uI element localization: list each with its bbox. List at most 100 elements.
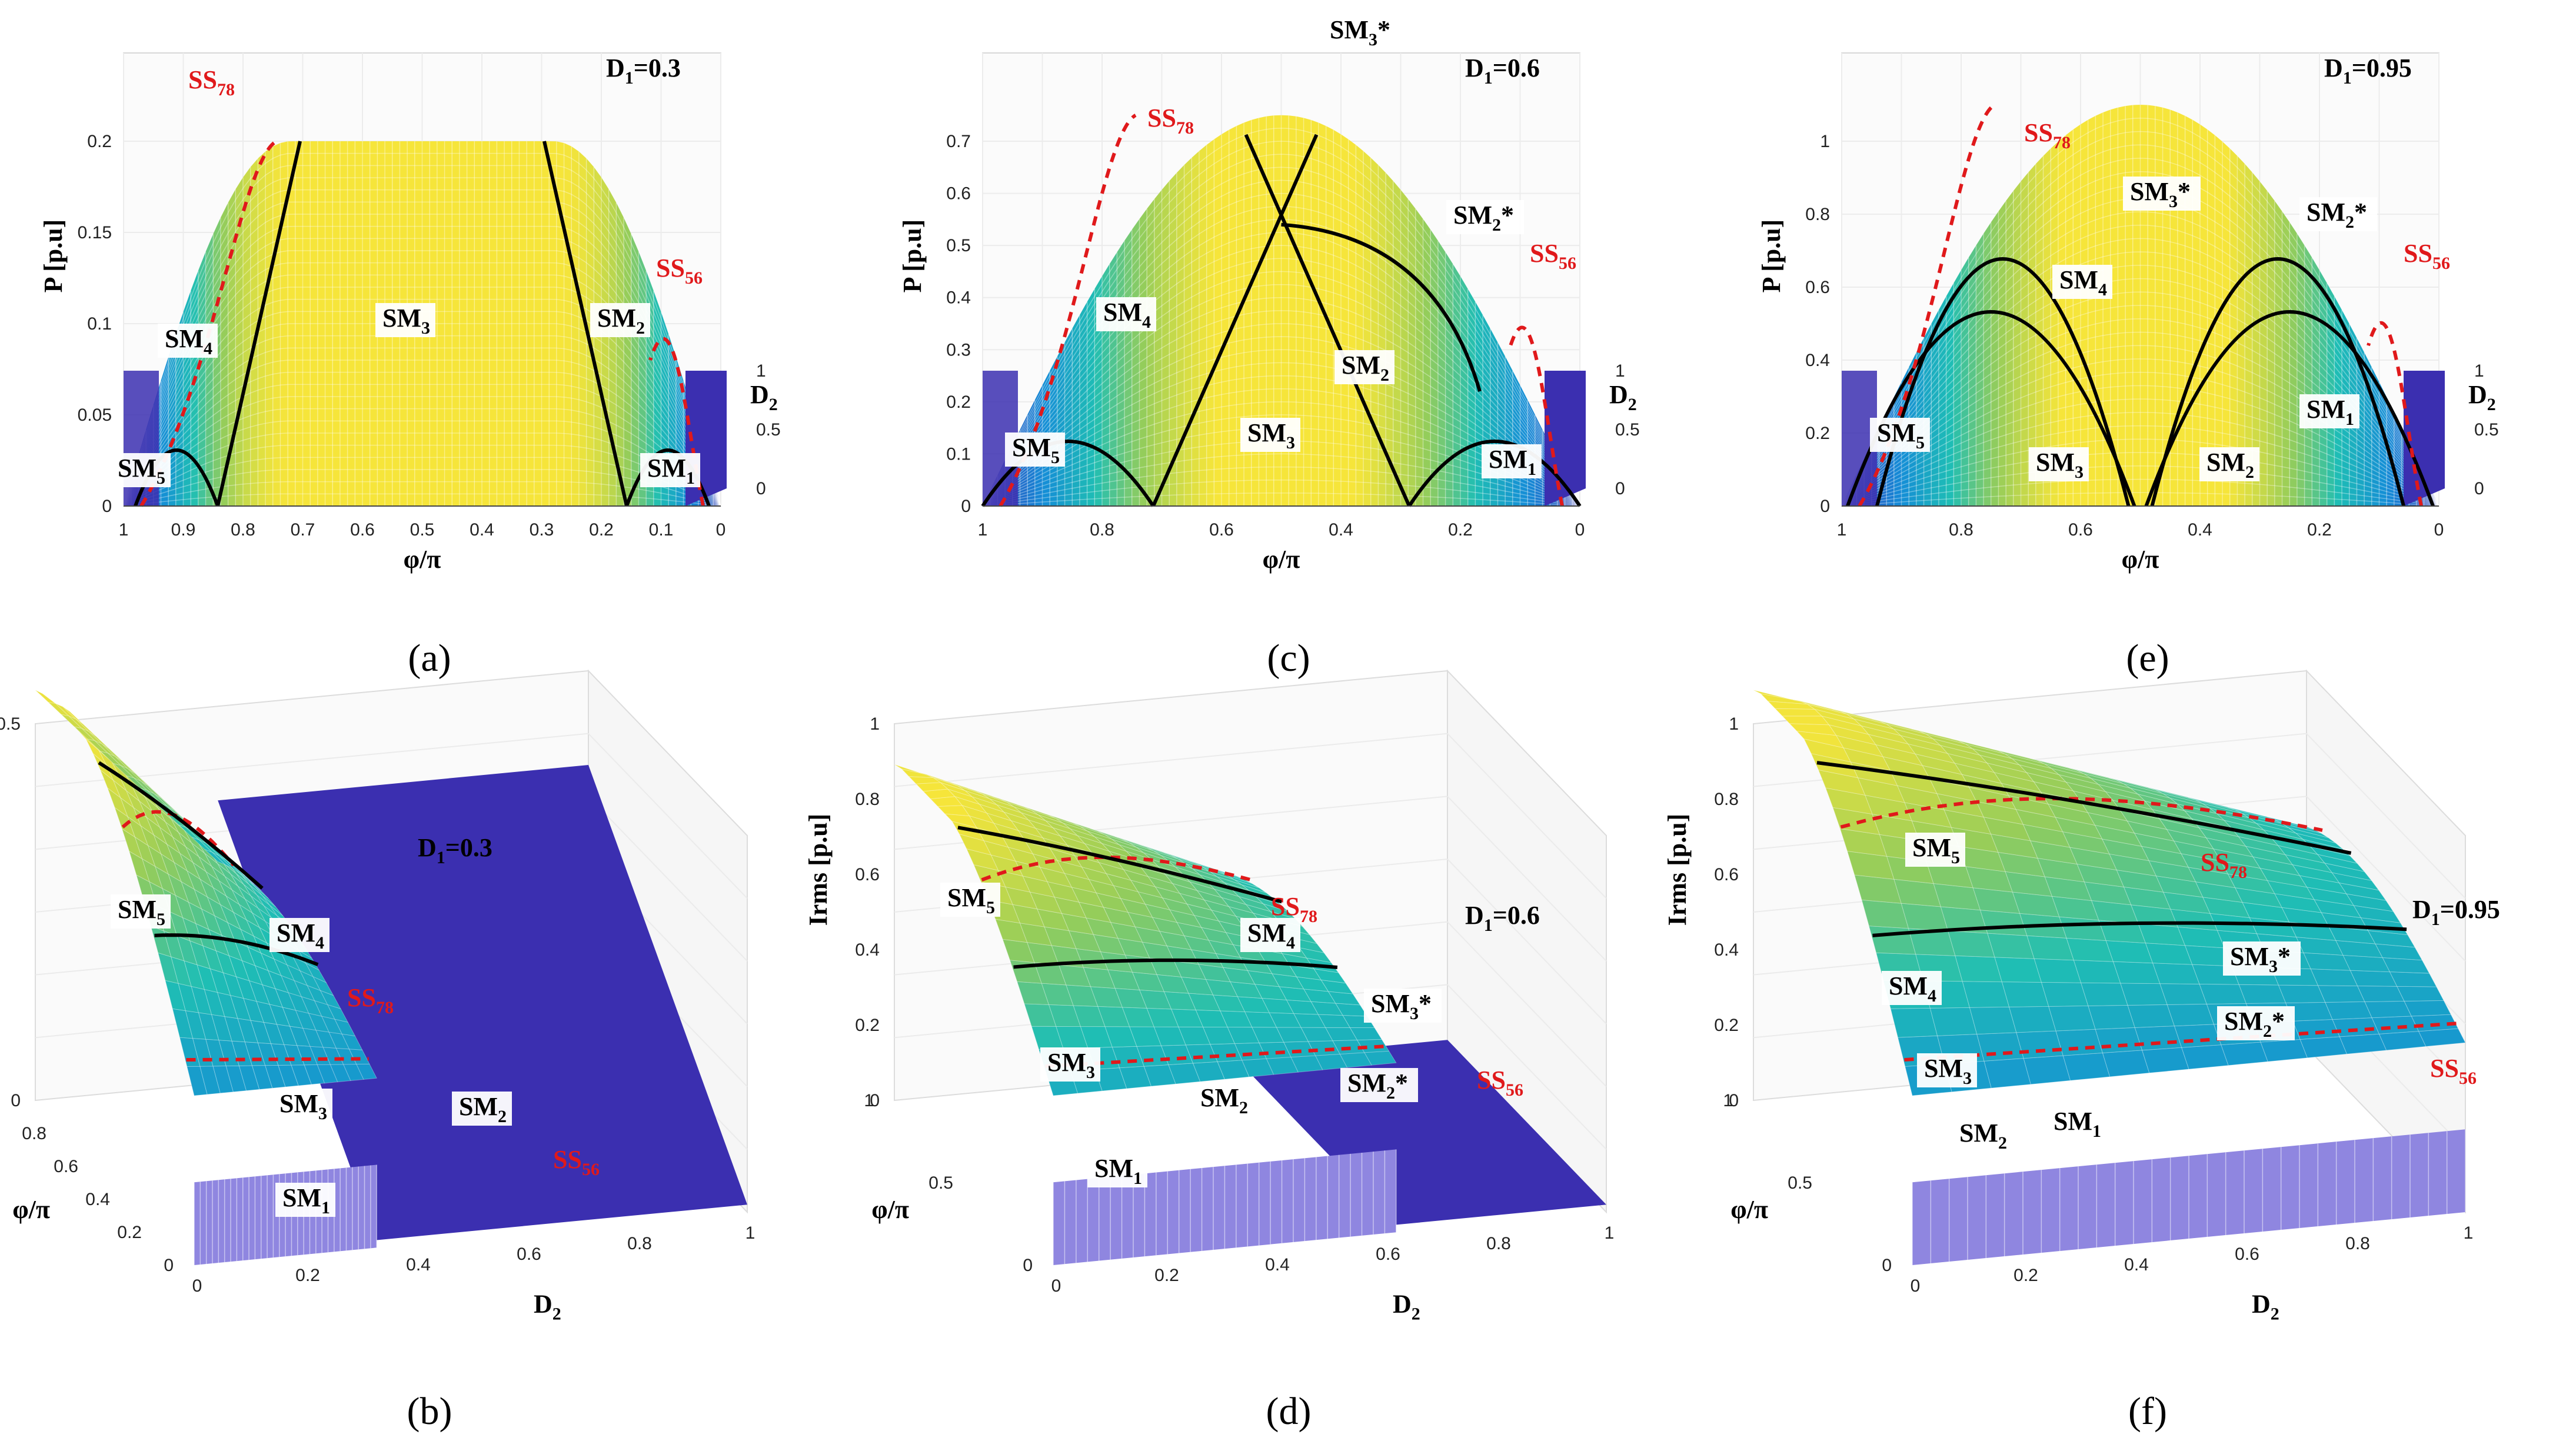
svg-text:SM2: SM2 [1342, 351, 1389, 385]
y-tick-1: 0.5 [2474, 420, 2499, 440]
svg-text:SM2: SM2 [2206, 448, 2254, 482]
svg-text:SM3: SM3 [1247, 418, 1295, 452]
ss-label-0: SS78 [1271, 892, 1317, 926]
svg-text:SM1: SM1 [1489, 445, 1536, 479]
z-axis-title: P [p.u] [898, 219, 927, 293]
svg-text:SM1: SM1 [2054, 1107, 2101, 1141]
z-tick-3: 0.4 [1805, 351, 1830, 370]
param-label: D1=0.3 [606, 54, 681, 88]
caption-f: (f) [2128, 1390, 2167, 1433]
region-label-2: SM4 [1882, 971, 1942, 1006]
param-label: D1=0.6 [1465, 54, 1540, 88]
x-tick-2: 0.6 [2068, 520, 2093, 540]
z-tick-0: 1 [870, 714, 880, 734]
mode-boundaries [957, 826, 1338, 970]
z-axis-title: Irms [p.u] [1663, 814, 1692, 926]
x-tick-1: 0.9 [171, 520, 196, 540]
z-tick-4: 0 [102, 497, 112, 516]
ss-label-0: SS78 [188, 65, 235, 99]
svg-text:SM2*: SM2* [2224, 1007, 2285, 1041]
svg-text:SM2: SM2 [459, 1092, 507, 1126]
x-tick-4: 0.6 [350, 520, 375, 540]
region-label-3: SM2 [452, 1092, 512, 1126]
z-tick-0: 1 [1729, 714, 1739, 734]
ss-label-1: SS56 [2430, 1054, 2477, 1088]
region-label-0: SM5 [940, 883, 1000, 917]
svg-text:SM5: SM5 [118, 454, 165, 488]
y-tick-0: 1 [1615, 361, 1625, 381]
x-tick-9: 0.1 [649, 520, 674, 540]
chart-panel-e: 10.80.60.40.201 0.8 0.6 0.4 0.2 010.50φ/πP [p… [1757, 52, 2499, 680]
y-tick-5: 1 [2464, 1223, 2474, 1243]
z-tick-4: 0.2 [1714, 1016, 1739, 1035]
region-label-6: SM2 [2199, 447, 2259, 482]
x-tick-1: 0.8 [1090, 520, 1114, 540]
svg-text:SM1: SM1 [2307, 395, 2354, 429]
svg-text:SM3*: SM3* [2130, 177, 2191, 211]
x-tick-1: 0.5 [928, 1173, 953, 1193]
mode-boundaries [98, 761, 319, 967]
svg-text:D2: D2 [2252, 1290, 2279, 1324]
caption-a: (a) [408, 637, 451, 680]
flat-plane [218, 765, 747, 1240]
z-tick-4: 0.3 [946, 340, 971, 360]
region-label-6: SM1 [1482, 444, 1542, 479]
ss-label-0: SS78 [347, 983, 394, 1017]
svg-text:SM4: SM4 [277, 919, 324, 953]
x-tick-4: 0.2 [1448, 520, 1473, 540]
y-tick-4: 0.8 [2345, 1234, 2370, 1253]
region-label-1: SM2* [1446, 200, 1524, 235]
y-tick-4: 0.8 [1486, 1234, 1511, 1253]
svg-text:D2: D2 [750, 380, 778, 414]
svg-text:SM1: SM1 [647, 454, 695, 488]
z-tick-0: 0.7 [946, 132, 971, 151]
svg-text:SS56: SS56 [553, 1145, 600, 1179]
region-label-3: SM3 [1040, 1047, 1100, 1082]
ss-label-1: SS56 [2404, 239, 2450, 273]
y-tick-3: 0.6 [2235, 1245, 2259, 1264]
svg-text:SM5: SM5 [947, 883, 995, 917]
svg-text:SM4: SM4 [1103, 298, 1151, 332]
x-tick-2: 0 [1882, 1256, 1892, 1275]
x-tick-3: 0.2 [117, 1223, 142, 1242]
y-tick-2: 0.4 [1265, 1255, 1290, 1275]
y-tick-1: 0.2 [2013, 1266, 2038, 1285]
region-label-0: SM5 [111, 894, 171, 929]
z-tick-3: 0.4 [1714, 940, 1739, 960]
x-tick-6: 0.4 [470, 520, 494, 540]
z-tick-1: 0.8 [855, 790, 880, 809]
svg-text:SM2: SM2 [597, 304, 645, 338]
x-tick-7: 0.3 [530, 520, 554, 540]
caption-e: (e) [2126, 637, 2169, 680]
y-tick-0: 0 [1051, 1276, 1061, 1296]
svg-text:SS56: SS56 [2430, 1054, 2477, 1088]
region-label-2: SM3 [272, 1089, 332, 1123]
chart-panel-f: 10.80.60.40.2010.5000.20.40.60.81φ/πD2Ir… [1663, 669, 2500, 1433]
x-tick-4: 0 [164, 1256, 174, 1275]
region-label-0: SM3* [1323, 15, 1400, 49]
svg-text:SS78: SS78 [1147, 104, 1194, 138]
x-tick-3: 0.4 [2188, 520, 2212, 540]
y-tick-5: 1 [745, 1223, 756, 1243]
x-tick-2: 0.6 [1209, 520, 1234, 540]
x-tick-0: 1 [1723, 1091, 1733, 1110]
mode-boundaries [1816, 761, 2407, 937]
svg-text:SS56: SS56 [1477, 1066, 1523, 1100]
region-label-4: SM1 [2299, 394, 2359, 429]
z-tick-5: 0.2 [946, 392, 971, 412]
ss-label-0: SS78 [1147, 104, 1194, 138]
y-tick-2: 0 [2474, 479, 2484, 498]
z-axis-title: P [p.u] [1757, 219, 1786, 293]
svg-text:SM3: SM3 [2036, 448, 2084, 482]
svg-text:SM3*: SM3* [1371, 989, 1432, 1023]
z-axis-title: Irms [p.u] [804, 814, 833, 926]
y-tick-0: 0 [1911, 1276, 1921, 1296]
region-label-0: SM4 [158, 324, 218, 358]
z-tick-0: 0.5 [0, 714, 21, 734]
x-axis-title: φ/π [404, 545, 441, 574]
y-tick-2: 0.4 [2124, 1255, 2149, 1275]
x-tick-1: 0.8 [1949, 520, 1973, 540]
y-tick-2: 0 [1615, 479, 1625, 498]
y-axis-title: D2 [534, 1290, 561, 1324]
x-tick-1: 0.6 [54, 1157, 78, 1176]
